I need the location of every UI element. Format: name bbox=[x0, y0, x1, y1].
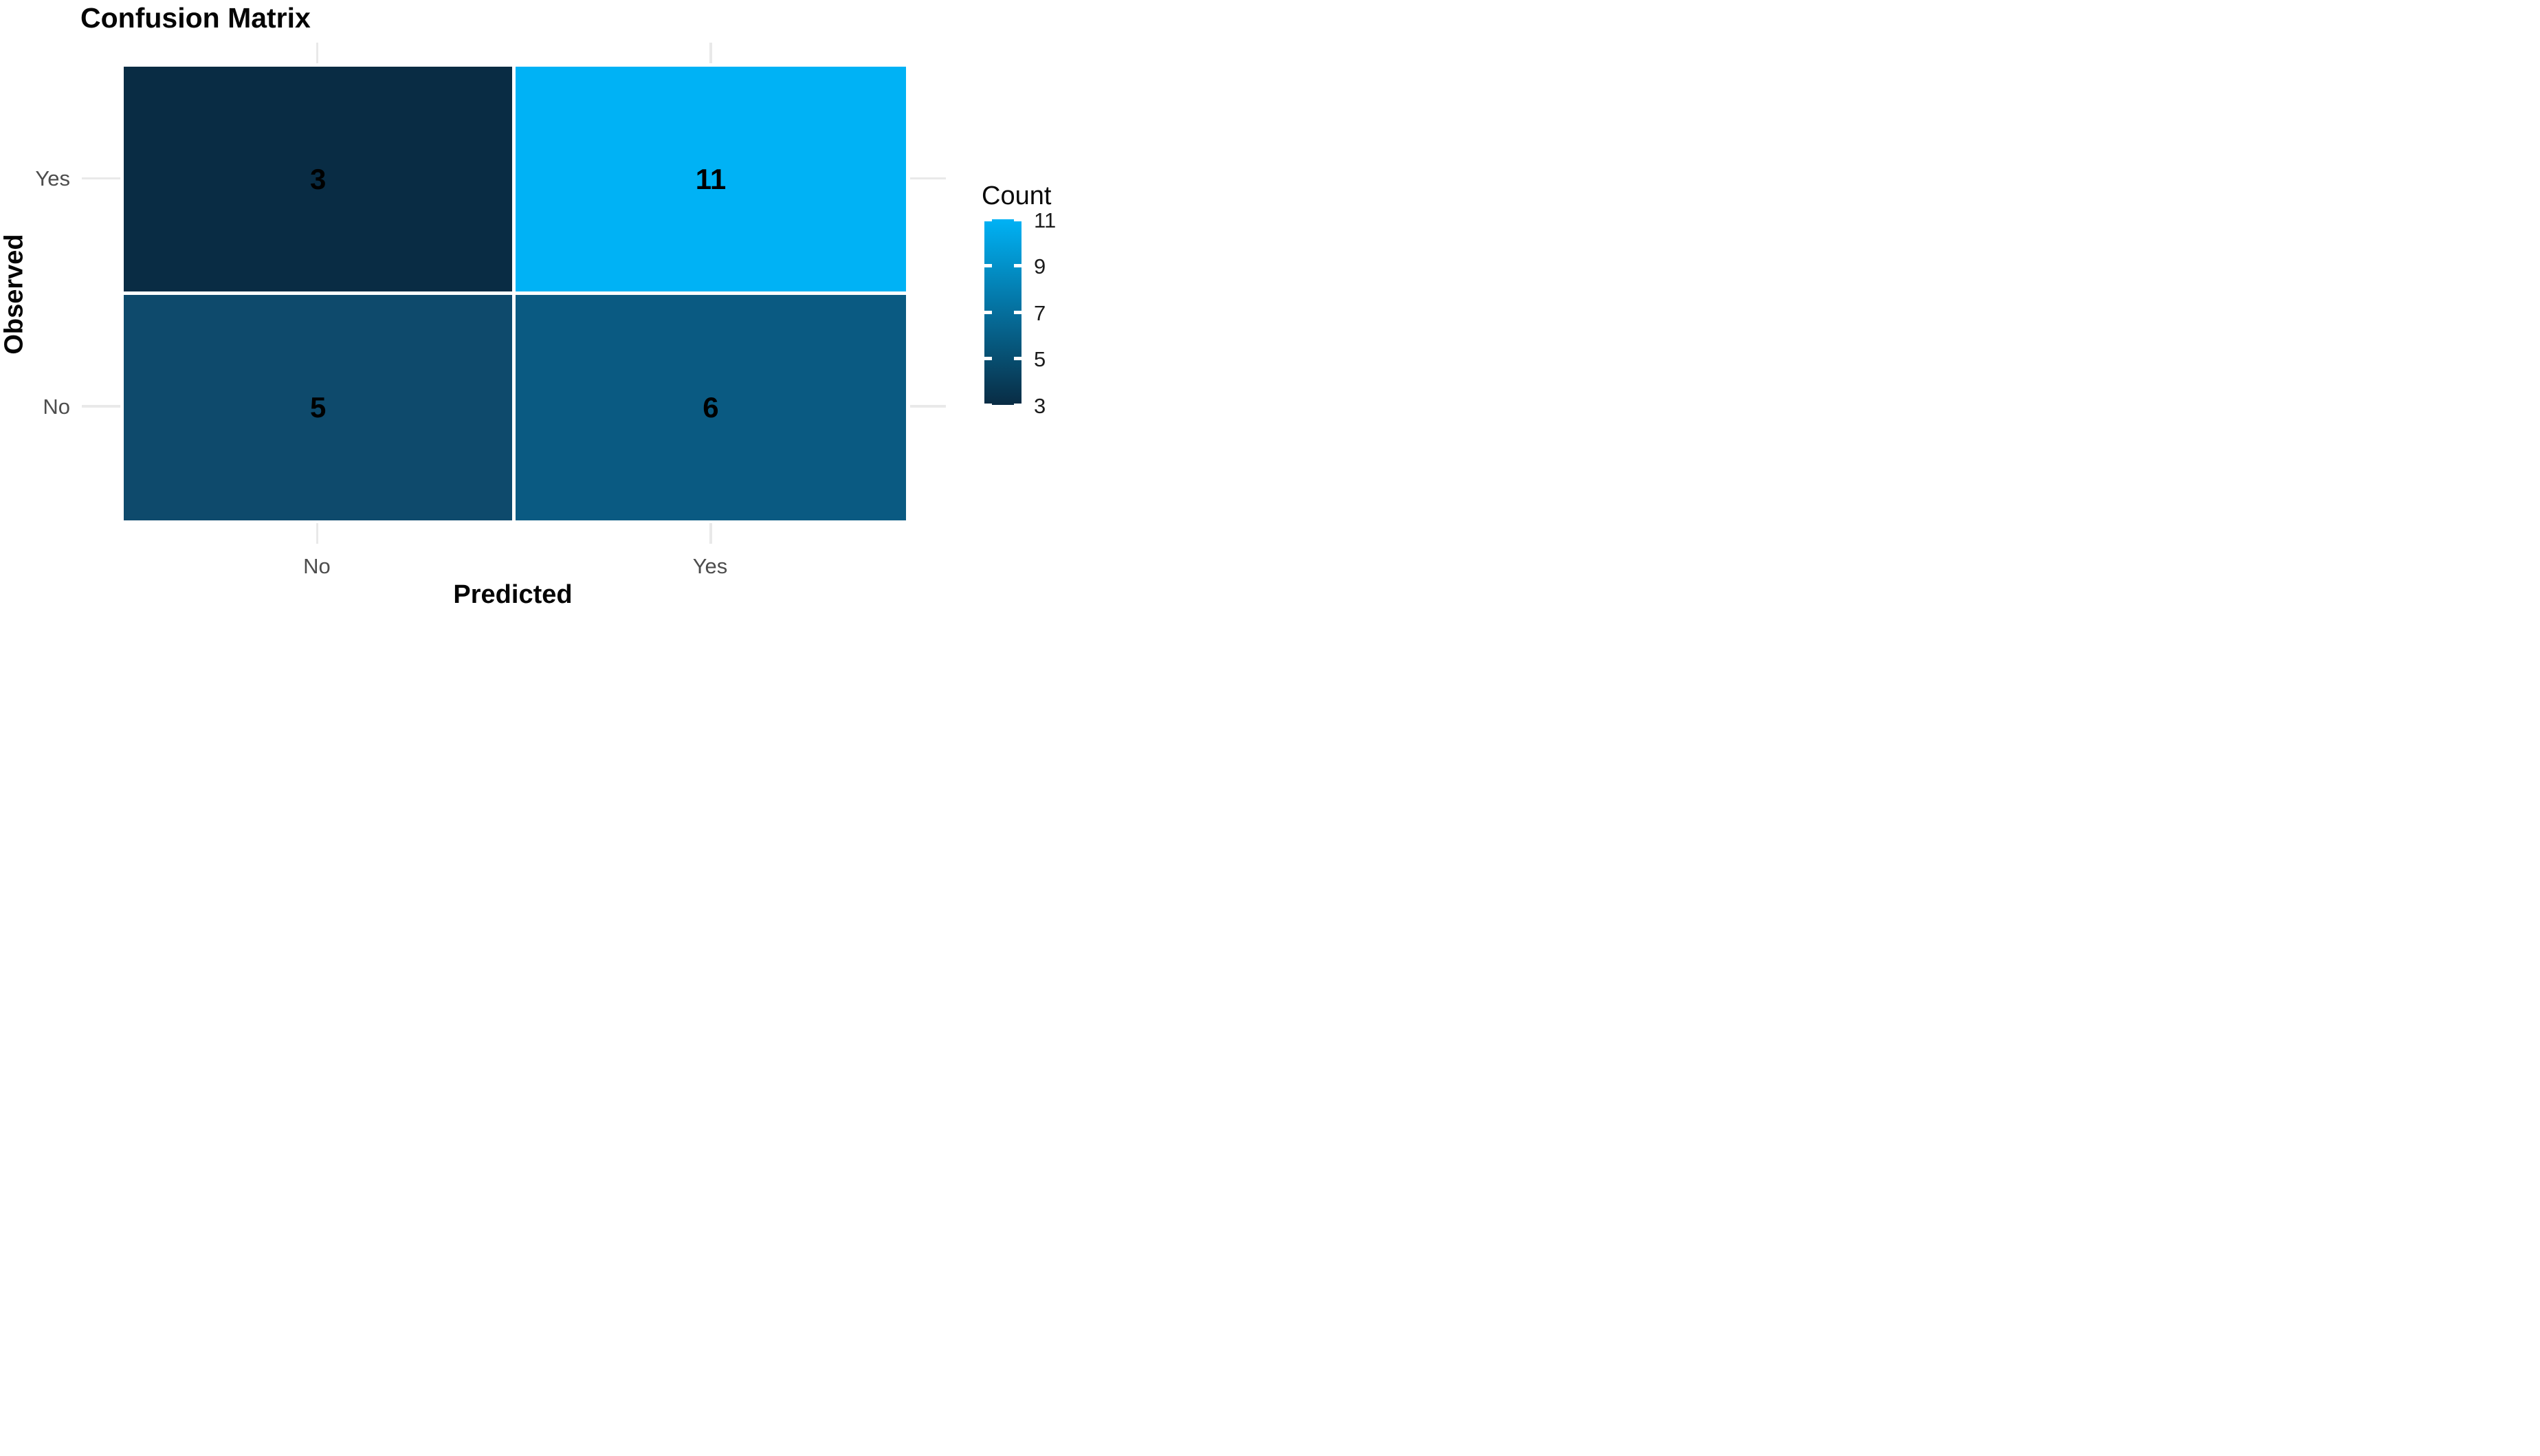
legend-tick-notch bbox=[1014, 219, 1021, 221]
cell-observed-yes-predicted-no: 3 bbox=[124, 67, 513, 291]
y-axis-title: Observed bbox=[0, 234, 29, 355]
x-axis-tick-bottom-yes bbox=[709, 523, 712, 544]
legend-title: Count bbox=[982, 181, 1052, 210]
cell-value: 5 bbox=[310, 390, 327, 423]
legend-tick-notch bbox=[984, 310, 992, 314]
page-title: Confusion Matrix bbox=[80, 2, 311, 34]
legend-gradient-bar bbox=[984, 219, 1021, 405]
y-axis-tick-yes bbox=[82, 177, 120, 179]
y-tick-label-no: No bbox=[43, 395, 70, 419]
cell-observed-no-predicted-no: 5 bbox=[124, 295, 513, 520]
heatmap-panel: 3 11 5 6 bbox=[124, 67, 906, 520]
legend-tick-notch bbox=[984, 403, 992, 405]
legend-tick-label: 5 bbox=[1034, 347, 1046, 371]
cell-value: 3 bbox=[310, 162, 327, 195]
y-tick-label-yes: Yes bbox=[35, 166, 70, 190]
y-axis-tick-right-yes bbox=[910, 177, 946, 179]
cell-observed-no-predicted-yes: 6 bbox=[515, 295, 906, 520]
legend-tick-label: 9 bbox=[1034, 254, 1046, 278]
x-axis-tick-top-no bbox=[316, 43, 318, 63]
y-axis-tick-no bbox=[82, 405, 120, 408]
x-axis-tick-top-yes bbox=[709, 43, 712, 63]
legend-tick-label: 3 bbox=[1034, 394, 1046, 418]
legend-tick-notch bbox=[984, 357, 992, 360]
cell-value: 6 bbox=[703, 390, 719, 423]
legend-tick-notch bbox=[1014, 310, 1021, 314]
x-tick-label-no: No bbox=[303, 554, 331, 578]
x-axis-tick-bottom-no bbox=[316, 523, 318, 544]
cell-value: 11 bbox=[695, 162, 727, 195]
y-axis-tick-right-no bbox=[910, 405, 946, 408]
legend-tick-notch bbox=[984, 219, 992, 221]
confusion-matrix-chart: Confusion Matrix 3 11 5 6 Yes No No Yes … bbox=[0, 0, 1059, 607]
cell-observed-yes-predicted-yes: 11 bbox=[515, 67, 906, 291]
legend-tick-label: 11 bbox=[1034, 208, 1057, 232]
legend-tick-label: 7 bbox=[1034, 301, 1046, 325]
legend-tick-notch bbox=[1014, 357, 1021, 360]
x-tick-label-yes: Yes bbox=[692, 554, 728, 578]
legend-tick-notch bbox=[1014, 403, 1021, 405]
legend-tick-notch bbox=[984, 264, 992, 267]
legend-tick-notch bbox=[1014, 264, 1021, 267]
x-axis-title: Predicted bbox=[453, 580, 573, 607]
